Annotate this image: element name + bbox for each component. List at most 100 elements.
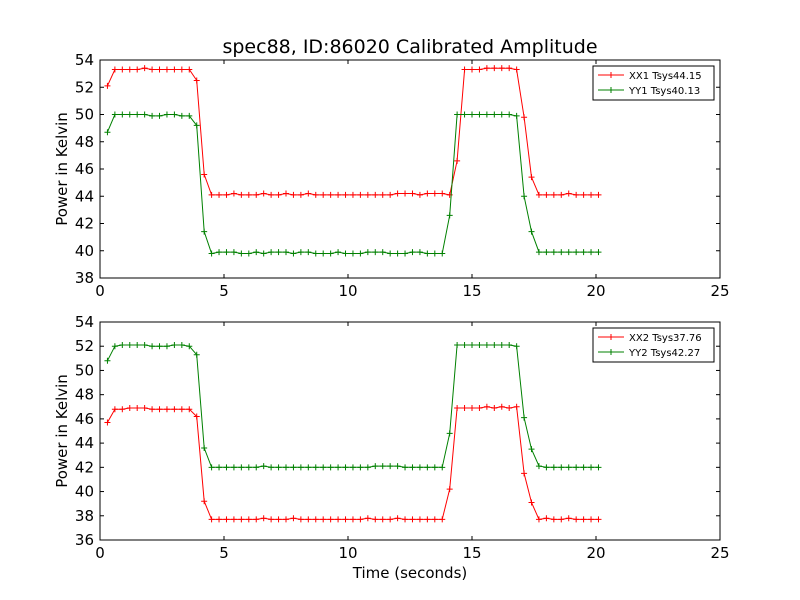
top-series-2-point	[543, 249, 550, 256]
bottom-series-1-point	[491, 404, 498, 411]
bottom-series-2-point	[216, 464, 223, 471]
top-series-2-point	[342, 250, 349, 257]
top-series-1-point	[521, 114, 528, 121]
bottom-series-1-point	[588, 516, 595, 523]
bottom-series-2-point	[528, 446, 535, 453]
bottom-series-1-point	[223, 516, 230, 523]
bottom-series-1-point	[119, 406, 126, 413]
top-x-tick-label: 25	[710, 282, 729, 300]
top-legend-marker-2	[608, 87, 614, 93]
top-series-1-point	[454, 157, 461, 164]
top-series-1-point	[320, 191, 327, 198]
top-series-2-point	[498, 111, 505, 118]
top-series-2-point	[528, 228, 535, 235]
bottom-y-tick-label: 54	[75, 313, 94, 331]
bottom-series-2-point	[297, 464, 304, 471]
bottom-series-2-point	[446, 430, 453, 437]
top-series-1-point	[372, 191, 379, 198]
bottom-series-2-point	[283, 464, 289, 471]
top-series-2-point	[402, 250, 409, 257]
top-series-2-point	[163, 111, 170, 118]
top-series-2-point	[558, 249, 565, 256]
top-series-1-point	[357, 191, 364, 198]
bottom-series-2-point	[461, 342, 468, 349]
top-series-1-point	[178, 66, 185, 73]
bottom-series-2-point	[349, 464, 356, 471]
top-series-2-point	[283, 249, 289, 256]
top-series-2-point	[573, 249, 580, 256]
top-series-1-point	[342, 191, 349, 198]
top-x-tick-label: 20	[586, 282, 605, 300]
bottom-series-2-point	[201, 444, 208, 451]
top-series-2-point	[238, 250, 245, 257]
bottom-series-1-point	[469, 404, 475, 411]
bottom-series-1-point	[543, 515, 550, 522]
bottom-y-tick-label: 42	[75, 458, 94, 476]
top-y-tick-label: 50	[75, 106, 94, 124]
top-series-1-point	[349, 191, 356, 198]
top-series-1-point	[588, 191, 595, 198]
bottom-y-tick-label: 48	[75, 386, 94, 404]
bottom-series-1-point	[513, 403, 520, 410]
top-series-1-point	[461, 66, 468, 73]
top-series-2-point	[469, 111, 475, 118]
top-series-1-point	[290, 191, 297, 198]
top-series-2-point	[565, 249, 572, 256]
bottom-series-1-point	[208, 516, 215, 523]
top-axis-ticks: 0 5 10 15 20 25 38 40 42 44 46 48 50 52 54	[75, 51, 730, 300]
bottom-series-2-point	[342, 464, 349, 471]
top-y-tick-label: 48	[75, 133, 94, 151]
top-series-1-point	[364, 191, 371, 198]
bottom-series-2-point	[558, 464, 565, 471]
top-series-1-point	[268, 191, 275, 198]
bottom-series-1-point	[283, 516, 289, 523]
top-series-2-point	[379, 249, 386, 256]
top-series-2-point	[535, 249, 542, 256]
bottom-series-1-point	[461, 404, 468, 411]
top-series-1-point	[312, 191, 319, 198]
top-series-1-point	[283, 190, 289, 197]
top-series-1-point	[550, 191, 557, 198]
top-series-1-point	[104, 82, 111, 89]
top-series-1-point	[163, 66, 170, 73]
top-series-2-point	[178, 112, 185, 119]
top-series-1-point	[431, 190, 438, 197]
bottom-series-1-point	[327, 516, 334, 523]
top-series-2-point	[156, 112, 163, 119]
bottom-y-tick-label: 36	[75, 531, 94, 549]
bottom-series-2-point	[320, 464, 327, 471]
bottom-series-2-point	[431, 464, 438, 471]
bottom-series-1-point	[171, 406, 178, 413]
top-x-tick-label: 0	[95, 282, 105, 300]
bottom-series-1-point	[595, 516, 602, 523]
top-legend-marker-1	[608, 72, 614, 78]
bottom-series-1-point	[349, 516, 356, 523]
top-series-2-point	[245, 250, 252, 257]
top-series-1-point	[223, 191, 230, 198]
top-series-1-point	[573, 191, 580, 198]
bottom-series-1-point	[253, 516, 260, 523]
bottom-legend-label-1: XX2 Tsys37.76	[629, 333, 702, 344]
bottom-series-1-point	[149, 406, 156, 413]
bottom-series-1-point	[297, 516, 304, 523]
bottom-series-2-point	[290, 464, 297, 471]
bottom-series-2-point	[335, 464, 342, 471]
top-series-2-point	[506, 111, 513, 118]
bottom-legend: XX2 Tsys37.76 YY2 Tsys42.27	[592, 327, 715, 363]
bottom-series-1-point	[335, 516, 342, 523]
bottom-series-2-point	[454, 342, 461, 349]
bottom-series-1-point	[238, 516, 245, 523]
bottom-legend-box	[592, 327, 715, 363]
bottom-series-1-point	[141, 404, 148, 411]
bottom-series-2-point	[327, 464, 334, 471]
bottom-series-1-point	[260, 515, 267, 522]
top-series-2-point	[104, 129, 111, 136]
top-series-2-point	[327, 250, 334, 257]
bottom-series-2-point	[193, 351, 200, 358]
top-series-1-point	[558, 191, 565, 198]
bottom-x-tick-label: 5	[219, 544, 229, 562]
top-x-tick-label: 10	[338, 282, 357, 300]
top-series-2-point	[320, 250, 327, 257]
top-series-2-point	[134, 111, 141, 118]
